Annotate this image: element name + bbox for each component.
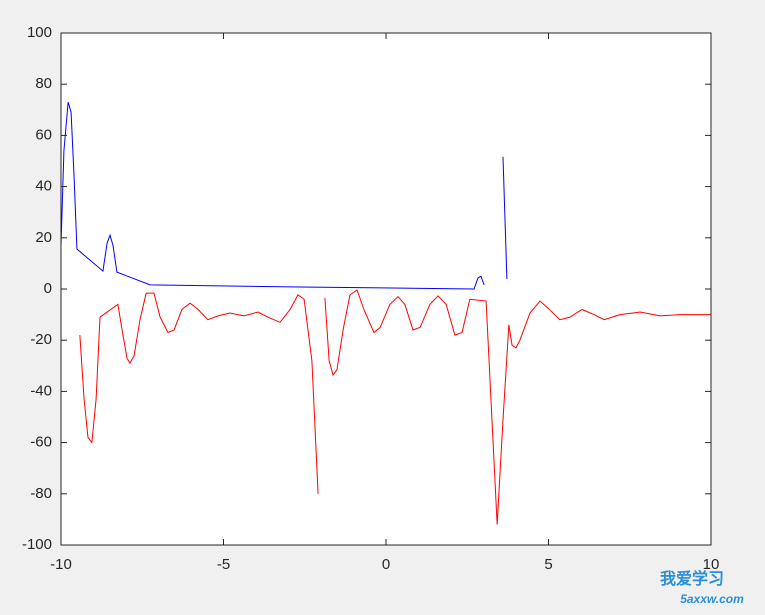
y-tick-label: -60 [30,434,52,451]
y-tick-label: 20 [35,229,52,246]
x-tick-label: -10 [50,556,72,573]
y-tick-label: 40 [35,178,52,195]
y-tick-label: -20 [30,331,52,348]
y-tick-label: 80 [35,75,52,92]
data-line [79,292,319,494]
x-tick-label: 10 [703,556,720,573]
x-tick-label: 0 [382,556,390,573]
data-line [60,101,485,290]
axes-background [61,33,711,545]
y-tick-label: 60 [35,126,52,143]
y-tick-label: -40 [30,382,52,399]
y-tick-label: 0 [44,280,52,297]
x-tick-label: -5 [217,556,230,573]
data-line [324,289,711,525]
x-tick-label: 5 [544,556,552,573]
watermark-title: 我爱学习 [660,569,724,588]
y-tick-label: 100 [27,24,52,41]
data-line [502,156,508,280]
plot-area [60,101,711,525]
y-tick-label: -100 [22,536,52,553]
watermark-url: 5axxw.com [680,592,744,606]
y-tick-label: -80 [30,485,52,502]
